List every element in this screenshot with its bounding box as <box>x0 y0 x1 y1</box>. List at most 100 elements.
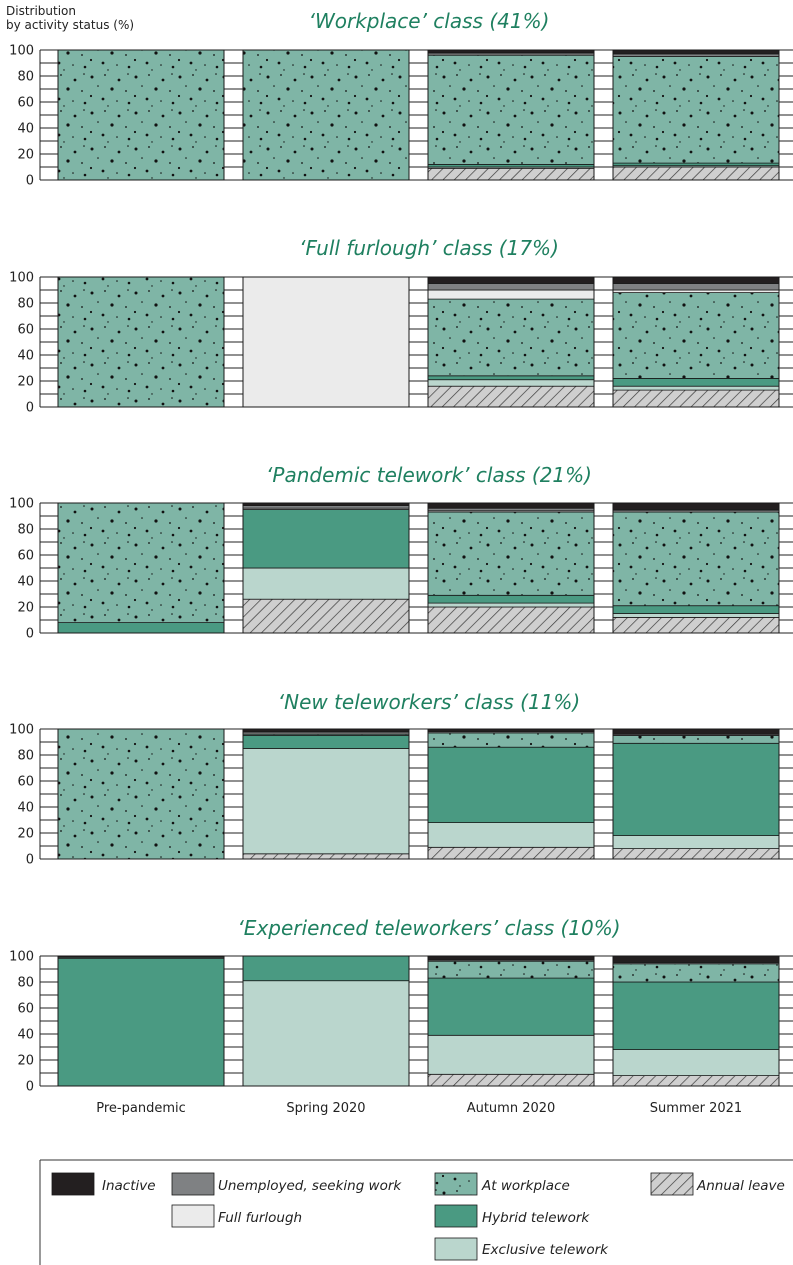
bar-segment-exclusive-telework <box>612 835 780 849</box>
bar-segment-hybrid-telework <box>57 622 225 634</box>
bar-segment-annual-leave <box>612 617 780 634</box>
bar-segment-annual-leave <box>612 389 780 408</box>
bar-segment-at-workplace <box>612 511 780 607</box>
bar-outline <box>612 276 780 408</box>
bar-autumn-2020 <box>427 728 595 860</box>
y-tick-label: 100 <box>9 950 34 965</box>
bar-segment-at-workplace <box>57 502 225 623</box>
y-tick-label: 0 <box>26 1080 34 1095</box>
legend-item-hybrid-telework: Hybrid telework <box>434 1204 590 1228</box>
legend: Inactive Unemployed, seeking work At workp… <box>39 1159 793 1265</box>
bar-segment-unemployed-seeking-work <box>427 283 595 291</box>
bar-outline <box>242 502 410 634</box>
bar-outline <box>612 728 780 860</box>
legend-swatch <box>434 1172 478 1196</box>
chart-panels: Distribution by activity status (%) ‘Workp… <box>6 4 793 1116</box>
bar-outline <box>57 728 225 860</box>
x-tick-label: Summer 2021 <box>650 1101 742 1116</box>
bar-segment-at-workplace <box>612 292 780 379</box>
y-tick-label: 20 <box>17 1054 34 1069</box>
legend-label: At workplace <box>481 1178 570 1194</box>
legend-item-unemployed-seeking-work: Unemployed, seeking work <box>171 1172 402 1196</box>
legend-item-exclusive-telework: Exclusive telework <box>434 1237 609 1261</box>
bar-segment-exclusive-telework <box>612 1049 780 1076</box>
bar-autumn-2020 <box>427 49 595 181</box>
bar-segment-at-workplace <box>612 735 780 744</box>
bar-segment-at-workplace <box>427 511 595 596</box>
bar-segment-hybrid-telework <box>427 375 595 381</box>
y-tick-label: 60 <box>17 775 34 790</box>
bar-segment-exclusive-telework <box>612 613 780 618</box>
bar-outline <box>427 49 595 181</box>
panel-title: ‘New teleworkers’ class (11%) <box>278 690 580 714</box>
bar-segment-hybrid-telework <box>612 605 780 614</box>
legend-label: Hybrid telework <box>482 1210 590 1226</box>
bar-pre-pandemic <box>57 49 225 181</box>
panel-title: ‘Pandemic telework’ class (21%) <box>266 463 592 487</box>
bar-summer-2021 <box>612 49 780 181</box>
bar-summer-2021 <box>612 955 780 1087</box>
panel-2: ‘Full furlough’ class (17%) 0 20 40 60 80 100 <box>9 236 793 416</box>
y-tick-label: 20 <box>17 827 34 842</box>
bar-segment-at-workplace <box>612 56 780 164</box>
bar-segment-exclusive-telework <box>242 748 410 855</box>
bar-spring-2020 <box>242 49 410 181</box>
y-tick-label: 40 <box>17 349 34 364</box>
legend-item-at-workplace: At workplace <box>434 1172 570 1196</box>
y-tick-label: 0 <box>26 627 34 642</box>
bar-segment-hybrid-telework <box>427 977 595 1036</box>
bar-segment-inactive <box>427 276 595 284</box>
bar-summer-2021 <box>612 276 780 408</box>
legend-swatch <box>650 1172 694 1196</box>
bar-segment-inactive <box>612 955 780 963</box>
y-tick-label: 80 <box>17 70 34 85</box>
y-tick-label: 80 <box>17 749 34 764</box>
bar-pre-pandemic <box>57 955 225 1087</box>
bar-segment-at-workplace <box>427 298 595 377</box>
bar-autumn-2020 <box>427 955 595 1087</box>
bar-segment-at-workplace <box>427 54 595 165</box>
bar-segment-exclusive-telework <box>427 822 595 848</box>
bar-spring-2020 <box>242 955 410 1087</box>
bar-segment-exclusive-telework <box>612 385 780 391</box>
bar-spring-2020 <box>242 276 410 408</box>
y-tick-label: 60 <box>17 1002 34 1017</box>
panel-1: ‘Workplace’ class (41%) 0 20 40 60 80 100 <box>9 9 793 189</box>
bar-outline <box>427 955 595 1087</box>
bar-segment-hybrid-telework <box>612 377 780 387</box>
bar-segment-hybrid-telework <box>242 735 410 749</box>
bar-segment-inactive <box>427 502 595 509</box>
bar-segment-at-workplace <box>427 732 595 748</box>
bar-segment-at-workplace <box>242 49 410 181</box>
y-tick-label: 20 <box>17 148 34 163</box>
bar-outline <box>242 955 410 1087</box>
bar-autumn-2020 <box>427 502 595 634</box>
legend-swatch <box>171 1172 215 1196</box>
panel-3: ‘Pandemic telework’ class (21%) 0 20 40 60 80… <box>9 463 793 642</box>
panel-title: ‘Full furlough’ class (17%) <box>299 236 559 260</box>
bar-segment-inactive <box>427 955 595 961</box>
bar-outline <box>242 49 410 181</box>
bar-segment-hybrid-telework <box>57 958 225 1087</box>
bar-pre-pandemic <box>57 502 225 634</box>
bar-segment-full-furlough <box>242 276 410 408</box>
bar-spring-2020 <box>242 728 410 860</box>
legend-item-full-furlough: Full furlough <box>171 1204 302 1228</box>
bar-segment-exclusive-telework <box>427 379 595 387</box>
legend-label: Full furlough <box>218 1210 302 1226</box>
bar-segment-annual-leave <box>427 385 595 408</box>
bar-segment-annual-leave <box>612 166 780 181</box>
legend-swatch <box>51 1172 95 1196</box>
bar-autumn-2020 <box>427 276 595 408</box>
panel-title: ‘Experienced teleworkers’ class (10%) <box>237 916 620 940</box>
legend-item-inactive: Inactive <box>51 1172 156 1196</box>
y-tick-label: 20 <box>17 375 34 390</box>
bar-segment-exclusive-telework <box>242 567 410 600</box>
y-tick-label: 80 <box>17 297 34 312</box>
bar-segment-exclusive-telework <box>427 602 595 608</box>
bar-outline <box>427 502 595 634</box>
legend-label: Inactive <box>102 1178 156 1194</box>
legend-item-annual-leave: Annual leave <box>650 1172 785 1196</box>
legend-swatch <box>171 1204 215 1228</box>
